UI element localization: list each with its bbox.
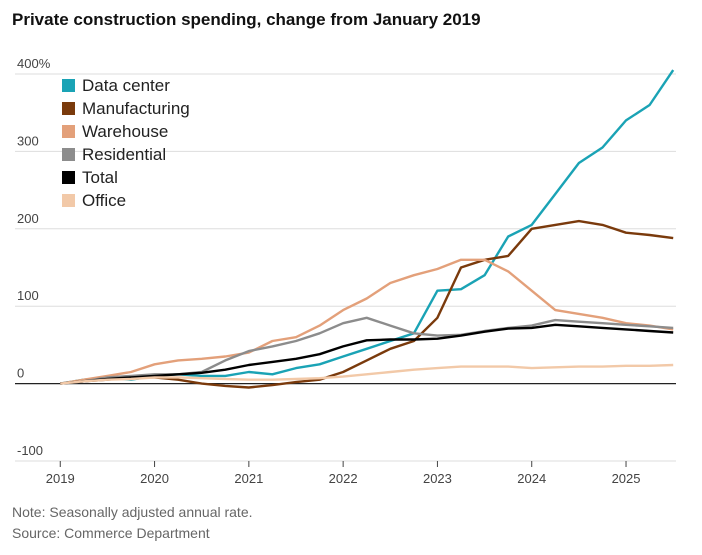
lines	[60, 69, 675, 389]
legend: Data center Manufacturing Warehouse Residen…	[62, 76, 190, 210]
y-tick-label: 0	[17, 366, 24, 381]
legend-swatch	[62, 171, 75, 184]
source: Source: Commerce Department	[12, 525, 210, 541]
legend-label: Data center	[82, 76, 170, 95]
x-tick-label: 2019	[46, 471, 75, 486]
legend-swatch	[62, 194, 75, 207]
y-tick-label: -100	[17, 443, 43, 458]
x-tick-label: 2021	[234, 471, 263, 486]
legend-label: Residential	[82, 145, 166, 164]
y-tick-label: 100	[17, 288, 39, 303]
series-line	[60, 219, 674, 389]
grid: -100 0 100 200 300 400% 2019 2020 2021 2022 2023 20…	[15, 56, 676, 486]
legend-swatch	[62, 148, 75, 161]
x-tick-label: 2022	[329, 471, 358, 486]
series-line	[60, 323, 674, 385]
y-tick-label: 300	[17, 133, 39, 148]
legend-label: Manufacturing	[82, 99, 190, 118]
y-tick-label: 200	[17, 211, 39, 226]
legend-label: Office	[82, 191, 126, 210]
series-line	[60, 363, 674, 385]
legend-swatch	[62, 125, 75, 138]
note: Note: Seasonally adjusted annual rate.	[12, 504, 253, 520]
legend-swatch	[62, 102, 75, 115]
legend-label: Warehouse	[82, 122, 168, 141]
legend-swatch	[62, 79, 75, 92]
x-tick-label: 2023	[423, 471, 452, 486]
x-tick-label: 2020	[140, 471, 169, 486]
x-tick-label: 2025	[612, 471, 641, 486]
series-line	[60, 258, 674, 385]
x-tick-label: 2024	[517, 471, 546, 486]
chart-title: Private construction spending, change fr…	[12, 10, 481, 29]
y-tick-label: 400%	[17, 56, 51, 71]
legend-label: Total	[82, 168, 118, 187]
